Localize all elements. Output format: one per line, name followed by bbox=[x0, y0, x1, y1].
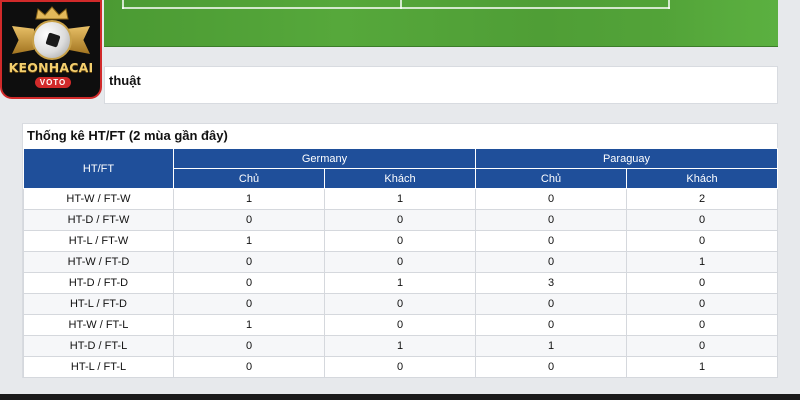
htft-column-header: HT/FT bbox=[23, 148, 174, 189]
cell-value: 0 bbox=[475, 230, 627, 252]
subheader-away: Khách bbox=[324, 168, 476, 189]
cell-value: 0 bbox=[626, 230, 778, 252]
row-label: HT-D / FT-W bbox=[23, 209, 174, 231]
cell-value: 0 bbox=[324, 209, 476, 231]
team-header-germany: Germany bbox=[173, 148, 476, 169]
cell-value: 1 bbox=[173, 188, 325, 210]
cell-value: 0 bbox=[324, 293, 476, 315]
cell-value: 0 bbox=[173, 356, 325, 378]
cell-value: 0 bbox=[475, 251, 627, 273]
cell-value: 1 bbox=[626, 356, 778, 378]
cell-value: 0 bbox=[173, 251, 325, 273]
cell-value: 0 bbox=[324, 314, 476, 336]
table-row: HT-W / FT-W 1 1 0 2 bbox=[23, 188, 778, 210]
row-label: HT-L / FT-W bbox=[23, 230, 174, 252]
cell-value: 1 bbox=[173, 314, 325, 336]
table-row: HT-W / FT-D 0 0 0 1 bbox=[23, 251, 778, 273]
cell-value: 0 bbox=[475, 188, 627, 210]
subheader-away: Khách bbox=[626, 168, 778, 189]
table-row: HT-D / FT-W 0 0 0 0 bbox=[23, 209, 778, 231]
row-label: HT-W / FT-L bbox=[23, 314, 174, 336]
bottom-bar bbox=[0, 394, 800, 400]
cell-value: 0 bbox=[626, 293, 778, 315]
cell-value: 0 bbox=[173, 209, 325, 231]
cell-value: 0 bbox=[173, 293, 325, 315]
cell-value: 1 bbox=[324, 188, 476, 210]
htft-table: HT/FT Germany Paraguay Chủ Khách Chủ Khá… bbox=[23, 148, 778, 378]
pitch-line bbox=[122, 7, 670, 9]
soccer-ball-icon bbox=[32, 20, 72, 60]
cell-value: 1 bbox=[475, 335, 627, 357]
cell-value: 3 bbox=[475, 272, 627, 294]
table-row: HT-L / FT-L 0 0 0 1 bbox=[23, 356, 778, 378]
cell-value: 0 bbox=[626, 314, 778, 336]
cell-value: 0 bbox=[324, 251, 476, 273]
cell-value: 1 bbox=[626, 251, 778, 273]
table-row: HT-D / FT-L 0 1 1 0 bbox=[23, 335, 778, 357]
wing-icon bbox=[68, 26, 90, 54]
logo-subtext: VOTO bbox=[35, 77, 71, 88]
row-label: HT-W / FT-W bbox=[23, 188, 174, 210]
cell-value: 0 bbox=[324, 230, 476, 252]
cell-value: 0 bbox=[626, 209, 778, 231]
cell-value: 0 bbox=[626, 272, 778, 294]
row-label: HT-L / FT-L bbox=[23, 356, 174, 378]
cell-value: 0 bbox=[626, 335, 778, 357]
htft-title: Thống kê HT/FT (2 mùa gần đây) bbox=[27, 128, 228, 143]
team-header-paraguay: Paraguay bbox=[475, 148, 778, 169]
row-label: HT-L / FT-D bbox=[23, 293, 174, 315]
subheader-home: Chủ bbox=[475, 168, 627, 189]
row-label: HT-D / FT-L bbox=[23, 335, 174, 357]
cell-value: 0 bbox=[173, 272, 325, 294]
pitch-line bbox=[400, 0, 402, 9]
pitch-fade bbox=[668, 0, 778, 46]
wing-icon bbox=[12, 26, 34, 54]
crown-icon bbox=[35, 6, 69, 20]
table-row: HT-W / FT-L 1 0 0 0 bbox=[23, 314, 778, 336]
row-label: HT-W / FT-D bbox=[23, 251, 174, 273]
cell-value: 0 bbox=[475, 356, 627, 378]
pitch-line bbox=[122, 0, 124, 9]
cell-value: 0 bbox=[475, 209, 627, 231]
cell-value: 0 bbox=[475, 293, 627, 315]
row-label: HT-D / FT-D bbox=[23, 272, 174, 294]
table-row: HT-D / FT-D 0 1 3 0 bbox=[23, 272, 778, 294]
cell-value: 1 bbox=[324, 272, 476, 294]
table-row: HT-L / FT-W 1 0 0 0 bbox=[23, 230, 778, 252]
table-row: HT-L / FT-D 0 0 0 0 bbox=[23, 293, 778, 315]
subheader-home: Chủ bbox=[173, 168, 325, 189]
cell-value: 1 bbox=[324, 335, 476, 357]
cell-value: 1 bbox=[173, 230, 325, 252]
cell-value: 0 bbox=[173, 335, 325, 357]
logo-text: KEONHACAI bbox=[8, 60, 94, 75]
technical-section-title: thuật bbox=[109, 73, 141, 88]
cell-value: 0 bbox=[475, 314, 627, 336]
cell-value: 0 bbox=[324, 356, 476, 378]
htft-stats-panel: Thống kê HT/FT (2 mùa gần đây) HT/FT Ger… bbox=[22, 123, 778, 378]
pitch-banner bbox=[104, 0, 778, 47]
cell-value: 2 bbox=[626, 188, 778, 210]
site-logo[interactable]: KEONHACAI VOTO bbox=[0, 0, 102, 99]
technical-section: thuật bbox=[104, 66, 778, 104]
